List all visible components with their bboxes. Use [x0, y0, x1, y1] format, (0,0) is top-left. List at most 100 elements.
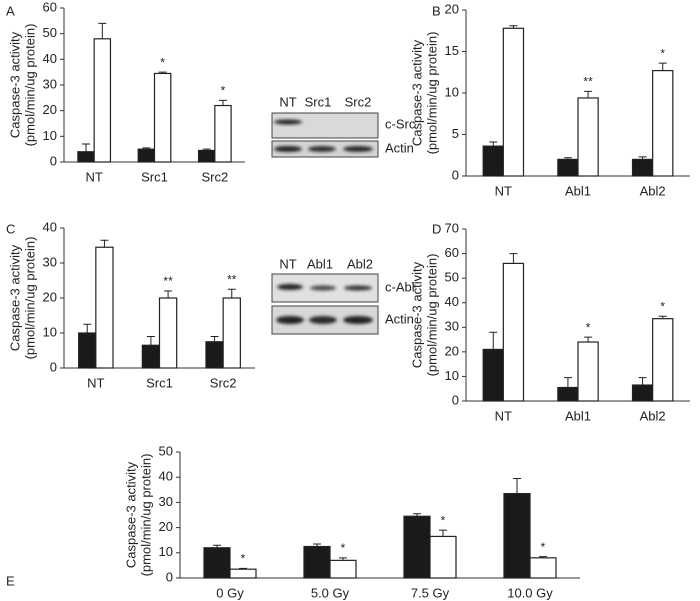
bar: [403, 515, 431, 579]
bar: [214, 104, 232, 163]
y-tick-label: 5: [452, 126, 459, 141]
panel-label: D: [432, 221, 441, 236]
significance: *: [586, 320, 591, 334]
panel-label: B: [432, 3, 441, 18]
bar: [303, 545, 331, 579]
error-bar: [227, 288, 236, 298]
error-bar: [539, 556, 547, 558]
y-tick-label: 0: [50, 153, 57, 168]
bar: [329, 559, 357, 579]
bar: [557, 158, 579, 177]
x-tick-label: 10.0 Gy: [507, 585, 553, 600]
row-label: c-Abl: [385, 279, 415, 294]
blot-row: [271, 112, 379, 139]
bar: [93, 38, 112, 163]
x-tick-label: 5.0 Gy: [311, 585, 350, 600]
error-bar: [339, 557, 347, 561]
row-label: Actin: [385, 140, 414, 155]
bar: [557, 386, 579, 402]
panel-label: C: [6, 221, 15, 236]
band: [277, 284, 303, 290]
y-tick-label: 40: [159, 469, 173, 484]
bar: [137, 148, 156, 163]
y-tick-label: 30: [43, 76, 57, 91]
y-tick-label: 10: [445, 368, 459, 383]
x-tick-label: Src1: [146, 375, 173, 390]
row-label: c-Src: [385, 116, 416, 131]
y-tick-label: 70: [445, 220, 459, 235]
error-bar: [439, 529, 447, 537]
error-bar: [83, 323, 92, 333]
y-axis-label: Caspase-3 activity: [7, 31, 22, 138]
y-axis-label: Caspase-3 activity: [409, 261, 424, 368]
y-tick-label: 15: [445, 43, 459, 58]
bar: [503, 492, 531, 579]
significance: *: [221, 84, 226, 98]
error-bar: [313, 543, 321, 547]
bar: [631, 158, 654, 177]
x-tick-label: NT: [495, 183, 512, 198]
y-tick-label: 20: [445, 343, 459, 358]
band: [310, 285, 336, 291]
band: [308, 146, 336, 152]
y-tick-label: 10: [43, 128, 57, 143]
x-tick-label: NT: [495, 408, 512, 423]
y-tick-label: 60: [445, 245, 459, 260]
bar: [153, 72, 172, 163]
bar: [158, 297, 178, 369]
x-tick-label: NT: [85, 169, 102, 184]
y-tick-label: 0: [452, 392, 459, 407]
y-tick-label: 40: [43, 219, 57, 234]
error-bar: [584, 336, 593, 343]
y-tick-label: 10: [159, 544, 173, 559]
y-axis-label: (pmol/min/ug protein): [22, 237, 37, 360]
significance: *: [341, 541, 346, 555]
lane-label: Src2: [345, 94, 372, 109]
error-bar: [210, 336, 219, 342]
bar: [95, 246, 114, 369]
significance: *: [160, 55, 165, 69]
significance: *: [541, 540, 546, 554]
y-tick-label: 20: [445, 1, 459, 16]
y-tick-label: 10: [445, 84, 459, 99]
significance: *: [660, 46, 665, 60]
y-tick-label: 10: [43, 324, 57, 339]
bar: [77, 151, 95, 163]
error-bar: [489, 331, 498, 350]
y-tick-label: 40: [445, 294, 459, 309]
y-tick-label: 30: [445, 319, 459, 334]
y-tick-label: 30: [43, 254, 57, 269]
y-tick-label: 40: [43, 51, 57, 66]
lane-label: Src1: [305, 94, 332, 109]
error-bar: [239, 567, 247, 570]
bar: [631, 384, 654, 402]
error-bar: [563, 157, 572, 160]
error-bar: [158, 71, 167, 74]
error-bar: [146, 336, 155, 346]
error-bar: [218, 99, 227, 106]
error-bar: [509, 25, 518, 29]
error-bar: [98, 22, 107, 39]
y-axis-label: (pmol/min/ug protein): [424, 254, 439, 377]
bar: [482, 145, 504, 177]
y-axis-label: (pmol/min/ug protein): [138, 454, 153, 577]
bar: [229, 568, 257, 579]
band: [343, 316, 373, 324]
significance: **: [583, 75, 593, 89]
error-bar: [509, 253, 518, 264]
error-bar: [658, 62, 667, 71]
y-axis-label: (pmol/min/ug protein): [22, 24, 37, 147]
y-tick-label: 0: [166, 569, 173, 584]
band: [274, 146, 302, 152]
bar: [652, 69, 674, 177]
lane-label: Abl1: [307, 256, 333, 271]
x-tick-label: Abl1: [565, 183, 591, 198]
error-bar: [164, 290, 173, 298]
x-tick-label: 7.5 Gy: [411, 585, 450, 600]
bar: [482, 348, 504, 402]
y-tick-label: 50: [43, 25, 57, 40]
y-tick-label: 0: [452, 167, 459, 182]
lane-label: NT: [279, 256, 296, 271]
error-bar: [489, 141, 498, 147]
bar: [203, 547, 231, 579]
